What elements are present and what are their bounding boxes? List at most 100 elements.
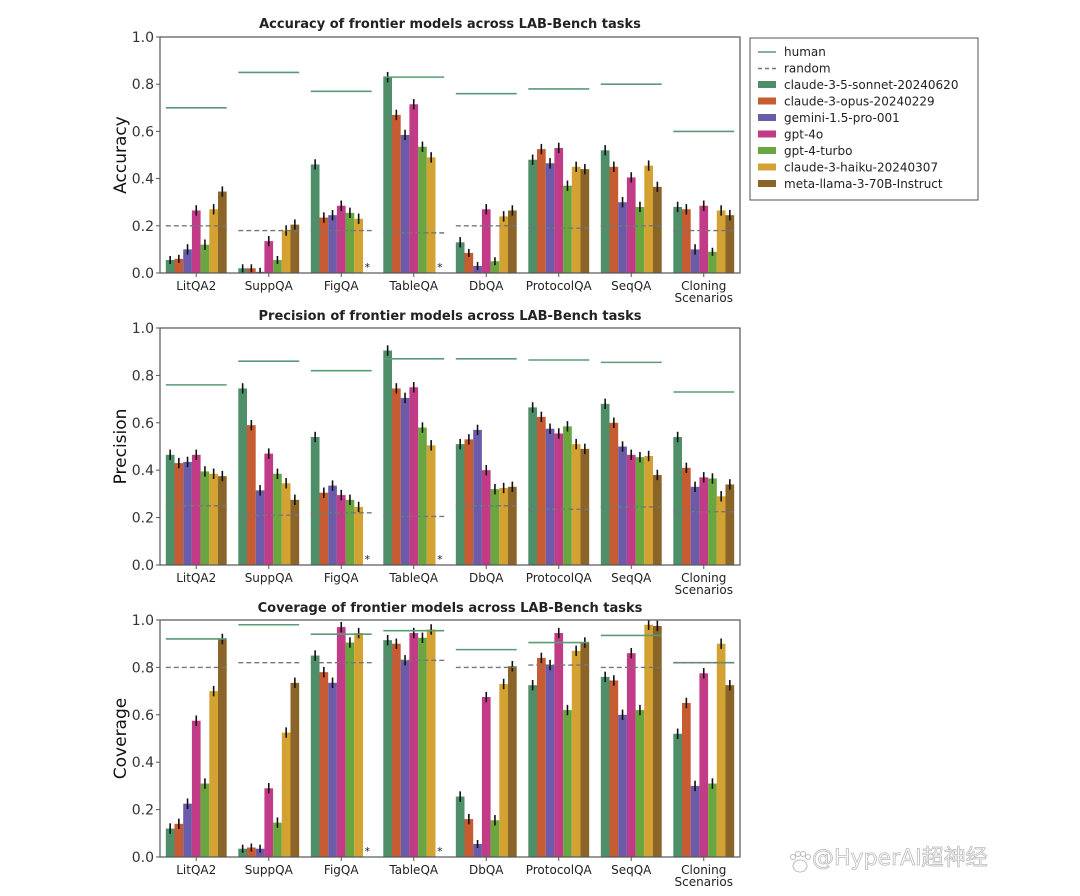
bar-claude-3-opus-20240229 <box>247 847 256 857</box>
bar-gpt-4-turbo <box>563 185 572 273</box>
bar-meta-llama-3-70B-Instruct <box>218 638 227 857</box>
bar-gpt-4-turbo <box>635 206 645 273</box>
bar-meta-llama-3-70B-Instruct <box>290 224 300 273</box>
bar-claude-3-opus-20240229 <box>392 643 401 857</box>
bar-claude-3-5-sonnet-20240620 <box>383 350 392 565</box>
bar-gpt-4o <box>336 205 346 273</box>
bar-claude-3-haiku-20240307 <box>426 157 436 273</box>
bar-claude-3-opus-20240229 <box>174 463 184 565</box>
bar-claude-3-opus-20240229 <box>319 672 329 857</box>
bar-gpt-4o <box>191 210 201 273</box>
x-tick-label: SuppQA <box>245 279 294 293</box>
plot-frame <box>159 36 741 274</box>
chart-panel-precision: Precision of frontier models across LAB-… <box>111 309 741 597</box>
legend-label: claude-3-haiku-20240307 <box>784 161 938 175</box>
bar-claude-3-opus-20240229 <box>392 114 401 273</box>
bar-gpt-4o <box>264 241 274 273</box>
bar-gemini-1.5-pro-001 <box>545 163 555 273</box>
legend-swatch-patch <box>758 130 776 138</box>
bar-gpt-4-turbo <box>490 489 500 565</box>
x-tick-label: ProtocolQA <box>526 863 593 877</box>
legend-swatch-patch <box>758 97 776 105</box>
legend-item: gemini-1.5-pro-001 <box>758 111 900 125</box>
bar-claude-3-opus-20240229 <box>609 166 619 273</box>
legend-label: meta-llama-3-70B-Instruct <box>784 177 943 191</box>
bar-gpt-4o <box>626 653 636 857</box>
bar-claude-3-opus-20240229 <box>682 702 691 857</box>
bar-gpt-4-turbo <box>345 499 355 565</box>
legend-label: gpt-4o <box>784 128 823 142</box>
bar-gpt-4-turbo <box>418 427 427 565</box>
y-tick-label: 0.0 <box>132 850 154 866</box>
bar-gpt-4-turbo <box>200 244 210 273</box>
bar-claude-3-5-sonnet-20240620 <box>165 828 175 857</box>
bar-gemini-1.5-pro-001 <box>618 446 627 565</box>
bar-gpt-4o <box>409 633 419 857</box>
bar-claude-3-5-sonnet-20240620 <box>528 685 537 857</box>
bar-meta-llama-3-70B-Instruct <box>218 476 227 565</box>
legend-item: random <box>758 62 831 76</box>
legend-swatch-patch <box>758 163 776 171</box>
bar-claude-3-opus-20240229 <box>464 819 474 857</box>
bar-gemini-1.5-pro-001 <box>400 397 410 565</box>
legend-label: random <box>784 62 831 76</box>
bar-claude-3-haiku-20240307 <box>354 506 363 565</box>
bar-gpt-4o <box>191 720 201 857</box>
bar-claude-3-5-sonnet-20240620 <box>455 242 465 273</box>
bar-claude-3-5-sonnet-20240620 <box>673 733 682 857</box>
x-tick-label: FigQA <box>324 863 359 877</box>
bar-claude-3-5-sonnet-20240620 <box>528 159 537 273</box>
missing-marker: * <box>365 553 371 566</box>
bar-meta-llama-3-70B-Instruct <box>653 474 662 565</box>
x-tick-label: TableQA <box>388 279 438 293</box>
bar-meta-llama-3-70B-Instruct <box>580 169 590 273</box>
bar-gpt-4-turbo <box>563 710 572 857</box>
bar-claude-3-5-sonnet-20240620 <box>238 848 247 857</box>
bar-gpt-4-turbo <box>273 822 282 857</box>
bar-claude-3-opus-20240229 <box>609 422 619 565</box>
bar-claude-3-haiku-20240307 <box>426 445 436 565</box>
bar-meta-llama-3-70B-Instruct <box>725 685 735 857</box>
bar-meta-llama-3-70B-Instruct <box>508 486 517 565</box>
x-tick-label: TableQA <box>388 863 438 877</box>
bar-meta-llama-3-70B-Instruct <box>290 682 300 857</box>
bar-claude-3-opus-20240229 <box>682 467 691 565</box>
x-tick-label: LitQA2 <box>176 571 216 585</box>
bar-gemini-1.5-pro-001 <box>690 249 700 273</box>
missing-marker: * <box>365 261 371 274</box>
bar-claude-3-opus-20240229 <box>464 252 474 273</box>
plot-frame <box>159 619 741 858</box>
y-tick-label: 1.0 <box>132 321 154 337</box>
x-tick-label: SeqQA <box>611 571 652 585</box>
bar-claude-3-haiku-20240307 <box>354 633 363 857</box>
bar-gpt-4o <box>699 477 709 565</box>
bar-claude-3-haiku-20240307 <box>716 210 726 273</box>
bar-gpt-4o <box>264 453 274 565</box>
x-tick-label: Scenarios <box>675 291 733 305</box>
y-tick-label: 0.6 <box>132 416 154 432</box>
x-tick-label: LitQA2 <box>176 863 216 877</box>
bar-claude-3-haiku-20240307 <box>571 650 581 857</box>
bar-claude-3-opus-20240229 <box>537 657 546 857</box>
chart-panel-accuracy: Accuracy of frontier models across LAB-B… <box>111 17 741 305</box>
bar-claude-3-5-sonnet-20240620 <box>600 403 610 565</box>
x-tick-label: Cloning <box>681 863 726 877</box>
bar-meta-llama-3-70B-Instruct <box>580 448 590 565</box>
bar-meta-llama-3-70B-Instruct <box>653 625 662 857</box>
x-tick-label: FigQA <box>324 571 359 585</box>
bar-gpt-4o <box>481 470 491 565</box>
bar-claude-3-5-sonnet-20240620 <box>165 454 175 565</box>
bar-gpt-4-turbo <box>708 783 717 857</box>
bar-claude-3-opus-20240229 <box>537 149 546 273</box>
bar-gpt-4o <box>409 104 419 273</box>
legend-swatch-patch <box>758 81 776 88</box>
legend-swatch-patch <box>758 114 776 121</box>
legend-item: gpt-4o <box>758 128 823 142</box>
bar-claude-3-opus-20240229 <box>392 388 401 565</box>
y-tick-label: 0.4 <box>132 755 154 771</box>
bar-claude-3-5-sonnet-20240620 <box>310 437 320 565</box>
bar-meta-llama-3-70B-Instruct <box>290 499 300 565</box>
bar-gpt-4-turbo <box>490 261 500 273</box>
x-tick-label: SuppQA <box>245 863 294 877</box>
legend-label: claude-3-5-sonnet-20240620 <box>784 78 958 92</box>
